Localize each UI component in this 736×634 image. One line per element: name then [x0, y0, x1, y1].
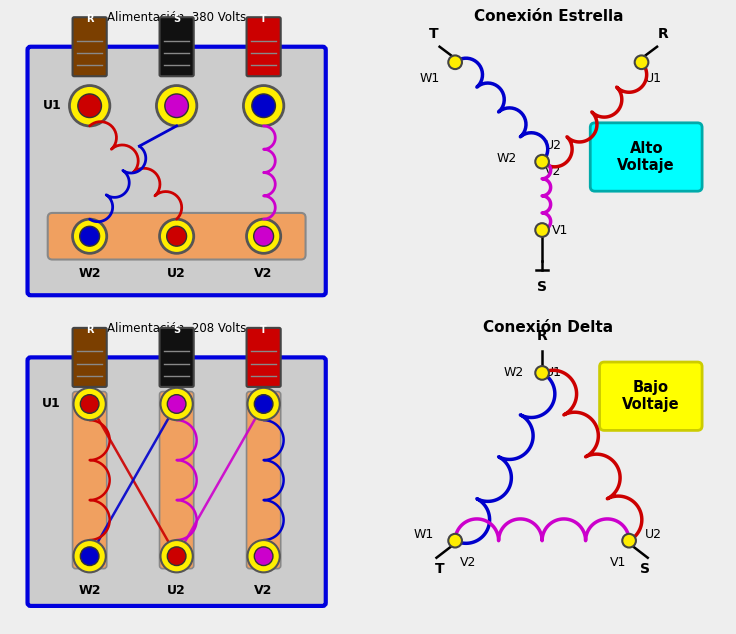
Text: V1: V1 [168, 65, 185, 78]
Text: T: T [435, 562, 445, 576]
Circle shape [252, 94, 275, 117]
Circle shape [255, 394, 273, 413]
Text: R: R [658, 27, 668, 41]
Circle shape [535, 155, 549, 169]
Circle shape [160, 219, 194, 254]
Circle shape [247, 540, 280, 573]
Text: R: R [537, 330, 548, 344]
Text: Bajo
Voltaje: Bajo Voltaje [622, 380, 679, 413]
Text: S: S [640, 562, 650, 576]
Circle shape [78, 94, 102, 117]
Text: W2: W2 [503, 366, 523, 379]
Text: W1: W1 [413, 528, 434, 541]
Text: R: R [86, 325, 93, 335]
Circle shape [244, 86, 284, 126]
Text: T: T [261, 325, 267, 335]
Text: V1: V1 [609, 556, 626, 569]
Text: S: S [537, 280, 547, 294]
FancyBboxPatch shape [48, 213, 305, 259]
Circle shape [535, 223, 549, 237]
Circle shape [80, 547, 99, 566]
Text: U1: U1 [545, 366, 562, 379]
Circle shape [622, 534, 636, 548]
Text: W1: W1 [252, 65, 275, 78]
Text: W1: W1 [252, 365, 275, 378]
Text: S: S [173, 325, 180, 335]
Text: W2: W2 [79, 268, 101, 280]
Circle shape [448, 534, 462, 548]
Circle shape [160, 540, 193, 573]
Text: U2: U2 [645, 528, 662, 541]
Text: R: R [86, 14, 93, 24]
Circle shape [254, 226, 274, 246]
FancyBboxPatch shape [590, 123, 702, 191]
Text: U2: U2 [545, 139, 562, 152]
Text: V1: V1 [168, 365, 185, 378]
FancyBboxPatch shape [160, 392, 194, 569]
Text: Alimentación  380 Volts: Alimentación 380 Volts [107, 11, 247, 24]
Circle shape [157, 86, 197, 126]
Circle shape [448, 55, 462, 69]
FancyBboxPatch shape [27, 47, 326, 295]
Text: W2: W2 [79, 584, 101, 597]
Text: W1: W1 [420, 72, 439, 84]
Circle shape [160, 388, 193, 420]
FancyBboxPatch shape [600, 362, 702, 430]
Circle shape [80, 394, 99, 413]
Text: T: T [261, 14, 267, 24]
Circle shape [79, 226, 99, 246]
Circle shape [73, 219, 107, 254]
Circle shape [69, 86, 110, 126]
Circle shape [165, 94, 188, 117]
Text: V1: V1 [551, 224, 567, 236]
FancyBboxPatch shape [27, 358, 326, 606]
Circle shape [247, 388, 280, 420]
FancyBboxPatch shape [73, 17, 107, 76]
Circle shape [167, 547, 186, 566]
Text: U1: U1 [43, 100, 62, 112]
Circle shape [634, 55, 648, 69]
Text: V2: V2 [255, 584, 273, 597]
Circle shape [167, 394, 186, 413]
Circle shape [74, 540, 106, 573]
Text: T: T [428, 27, 438, 41]
FancyBboxPatch shape [247, 328, 280, 387]
FancyBboxPatch shape [247, 392, 280, 569]
Text: V2: V2 [460, 556, 476, 569]
Text: W2: W2 [497, 152, 517, 165]
FancyBboxPatch shape [160, 328, 194, 387]
FancyBboxPatch shape [160, 17, 194, 76]
FancyBboxPatch shape [247, 17, 280, 76]
Text: Alto
Voltaje: Alto Voltaje [618, 141, 675, 173]
Text: S: S [173, 14, 180, 24]
Circle shape [535, 366, 549, 380]
Text: V2: V2 [545, 165, 562, 178]
Text: U1: U1 [41, 398, 60, 410]
Circle shape [74, 388, 106, 420]
Text: U1: U1 [645, 72, 662, 84]
Circle shape [255, 547, 273, 566]
Circle shape [247, 219, 280, 254]
Circle shape [166, 226, 187, 246]
Text: Conexión Estrella: Conexión Estrella [473, 10, 623, 25]
Text: U2: U2 [167, 584, 186, 597]
Text: U2: U2 [167, 268, 186, 280]
Text: Alimentación  208 Volts: Alimentación 208 Volts [107, 321, 247, 335]
FancyBboxPatch shape [73, 392, 107, 569]
FancyBboxPatch shape [73, 328, 107, 387]
Text: V2: V2 [255, 268, 273, 280]
Text: Conexión Delta: Conexión Delta [484, 320, 613, 335]
